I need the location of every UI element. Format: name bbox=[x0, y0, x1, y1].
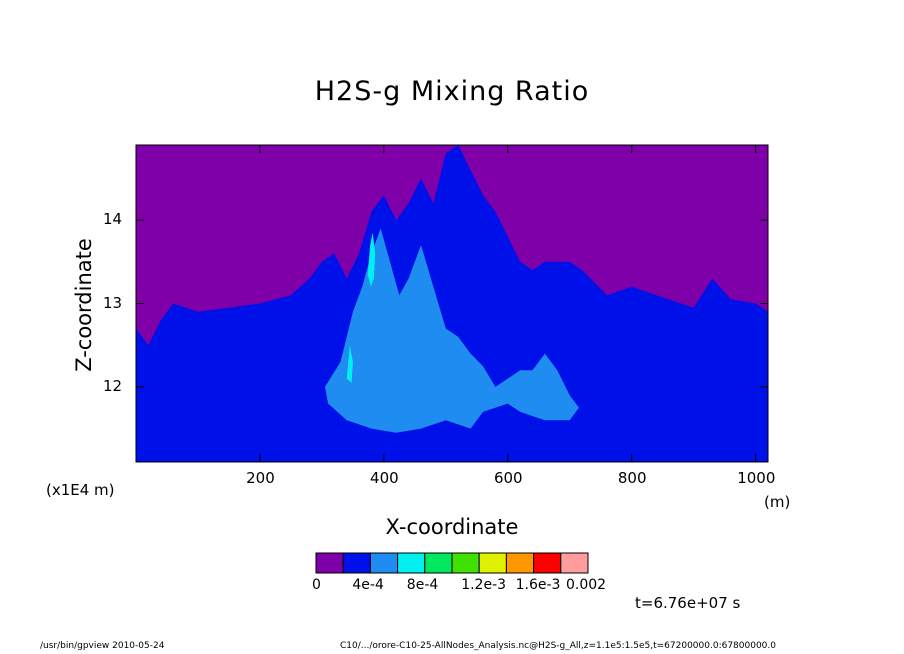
chart-title: H2S-g Mixing Ratio bbox=[314, 76, 590, 107]
legend-swatch bbox=[342, 552, 371, 574]
legend-swatch bbox=[424, 552, 453, 574]
legend-label: 0.002 bbox=[566, 577, 607, 593]
contour-region-0 bbox=[136, 145, 768, 346]
footer-source: C10/.../orore-C10-25-AllNodes_Analysis.n… bbox=[340, 641, 776, 651]
legend-label: 4e-4 bbox=[352, 577, 384, 593]
contour-region-1 bbox=[325, 228, 579, 433]
x-axis-unit: (m) bbox=[764, 493, 791, 511]
legend-label: 0 bbox=[312, 577, 321, 593]
y-tick-label: 12 bbox=[103, 376, 123, 395]
y-tick-label: 13 bbox=[103, 293, 123, 312]
legend-swatch bbox=[397, 552, 426, 574]
contour-region-3 bbox=[346, 345, 353, 383]
x-tick-label: 800 bbox=[617, 469, 647, 487]
legend-swatch bbox=[505, 552, 535, 574]
x-axis-label: X-coordinate bbox=[385, 515, 519, 539]
legend-swatch bbox=[369, 552, 399, 574]
x-tick-label: 400 bbox=[370, 469, 399, 487]
legend-label: 8e-4 bbox=[406, 577, 439, 593]
legend-label: 1.6e-3 bbox=[515, 577, 561, 593]
x-tick-label: 200 bbox=[246, 469, 275, 487]
legend-swatch bbox=[533, 552, 562, 574]
x-tick-label: 600 bbox=[493, 469, 523, 487]
y-tick-label: 14 bbox=[103, 210, 123, 229]
footer-command: /usr/bin/gpview 2010-05-24 bbox=[40, 641, 165, 651]
contour-region-2 bbox=[367, 232, 376, 287]
legend-label: 1.2e-3 bbox=[461, 577, 507, 593]
legend-swatch bbox=[478, 552, 507, 574]
time-label: t=6.76e+07 s bbox=[635, 594, 741, 612]
legend-swatch bbox=[451, 552, 480, 574]
x-tick-label: 1000 bbox=[737, 469, 776, 487]
legend-swatch bbox=[560, 552, 589, 574]
legend-swatch bbox=[315, 552, 344, 574]
x-axis-scale-factor: (x1E4 m) bbox=[46, 481, 115, 499]
